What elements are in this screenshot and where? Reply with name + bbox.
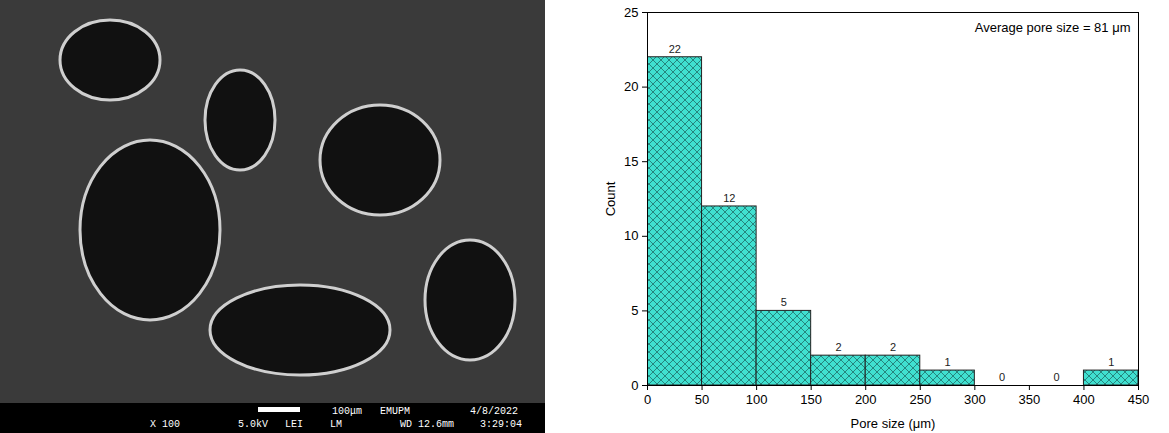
svg-text:20: 20 bbox=[624, 79, 638, 94]
svg-text:25: 25 bbox=[624, 5, 638, 20]
svg-text:Pore size (μm): Pore size (μm) bbox=[851, 416, 936, 431]
svg-text:3:29:04: 3:29:04 bbox=[480, 419, 522, 430]
svg-text:100: 100 bbox=[746, 392, 768, 407]
svg-text:4/8/2022: 4/8/2022 bbox=[470, 406, 518, 417]
svg-text:1: 1 bbox=[944, 356, 950, 368]
svg-text:15: 15 bbox=[624, 154, 638, 169]
svg-text:22: 22 bbox=[669, 43, 681, 55]
svg-text:0: 0 bbox=[644, 392, 651, 407]
svg-text:0: 0 bbox=[999, 371, 1005, 383]
svg-text:LEI: LEI bbox=[285, 419, 303, 430]
svg-text:12: 12 bbox=[723, 192, 735, 204]
svg-text:EMUPM: EMUPM bbox=[380, 406, 410, 417]
svg-text:350: 350 bbox=[1019, 392, 1041, 407]
svg-text:Average pore size = 81 μm: Average pore size = 81 μm bbox=[975, 20, 1131, 35]
svg-text:5.0kV: 5.0kV bbox=[238, 419, 268, 430]
svg-text:100μm: 100μm bbox=[332, 406, 362, 417]
svg-text:5: 5 bbox=[631, 303, 638, 318]
svg-text:50: 50 bbox=[695, 392, 709, 407]
svg-text:10: 10 bbox=[624, 228, 638, 243]
svg-text:2: 2 bbox=[890, 341, 896, 353]
svg-text:250: 250 bbox=[909, 392, 931, 407]
svg-text:400: 400 bbox=[1073, 392, 1095, 407]
svg-text:0: 0 bbox=[631, 378, 638, 393]
svg-text:5: 5 bbox=[781, 296, 787, 308]
svg-text:WD 12.6mm: WD 12.6mm bbox=[400, 419, 454, 430]
svg-text:Count: Count bbox=[603, 181, 618, 216]
svg-text:LM: LM bbox=[330, 419, 342, 430]
svg-text:200: 200 bbox=[855, 392, 877, 407]
svg-text:300: 300 bbox=[964, 392, 986, 407]
svg-text:X 100: X 100 bbox=[150, 419, 180, 430]
svg-text:450: 450 bbox=[1128, 392, 1150, 407]
svg-text:150: 150 bbox=[800, 392, 822, 407]
svg-text:0: 0 bbox=[1054, 371, 1060, 383]
svg-text:2: 2 bbox=[835, 341, 841, 353]
svg-text:1: 1 bbox=[1108, 356, 1114, 368]
